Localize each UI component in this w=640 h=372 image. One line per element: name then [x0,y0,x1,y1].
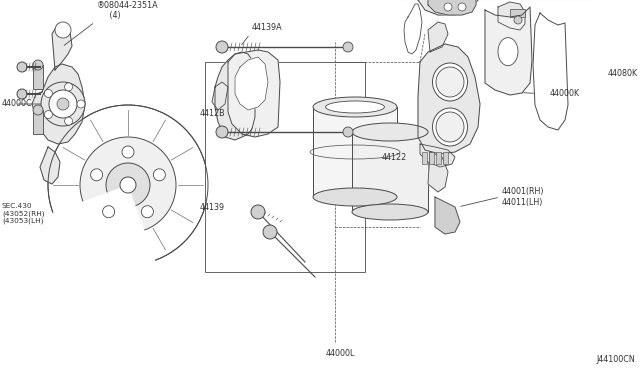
Ellipse shape [436,67,464,97]
Polygon shape [418,44,480,154]
Circle shape [514,16,522,24]
Bar [33,65,43,89]
Circle shape [80,137,176,233]
Circle shape [65,83,72,91]
Bar [443,152,448,164]
Circle shape [49,90,77,118]
Circle shape [33,105,43,115]
Text: J44100CN: J44100CN [596,355,635,364]
Ellipse shape [313,188,397,206]
Circle shape [77,100,85,108]
Text: 44001(RH)
44011(LH): 44001(RH) 44011(LH) [502,187,545,207]
Polygon shape [428,0,476,15]
Circle shape [17,62,27,72]
Ellipse shape [352,204,428,220]
Circle shape [154,169,165,181]
Circle shape [444,3,452,11]
Polygon shape [485,7,532,95]
Polygon shape [404,4,422,54]
Bar [33,110,43,134]
Bar [422,152,427,164]
Ellipse shape [433,108,467,146]
Circle shape [120,177,136,193]
Polygon shape [40,147,60,184]
Text: SEC.430
(43052(RH)
(43053(LH): SEC.430 (43052(RH) (43053(LH) [2,203,45,224]
Wedge shape [51,185,156,267]
Circle shape [102,206,115,218]
Circle shape [122,146,134,158]
Bar [313,107,397,197]
Circle shape [141,206,154,218]
Polygon shape [52,24,72,70]
Polygon shape [235,57,268,110]
Circle shape [343,42,353,52]
Text: 44080K: 44080K [608,70,638,78]
Bar [436,152,441,164]
Polygon shape [498,2,525,30]
Circle shape [48,105,208,265]
Text: 44000C: 44000C [2,99,33,109]
Circle shape [343,127,353,137]
Circle shape [17,89,27,99]
Bar [510,9,525,17]
Text: 44000K: 44000K [550,90,580,99]
Circle shape [263,225,277,239]
Text: 44000L: 44000L [325,349,355,358]
Polygon shape [428,152,448,192]
Text: 44139A: 44139A [252,23,283,32]
Circle shape [55,22,71,38]
Text: ®08044-2351A
     (4): ®08044-2351A (4) [97,1,159,20]
Text: 44122: 44122 [382,153,407,161]
Ellipse shape [498,38,518,65]
Bar [352,132,428,212]
Ellipse shape [433,63,467,101]
Polygon shape [418,0,478,15]
Polygon shape [212,82,228,110]
Bar [400,0,595,187]
Bar [195,34,490,350]
Circle shape [57,98,69,110]
Polygon shape [533,13,568,130]
Circle shape [458,3,466,11]
Polygon shape [420,144,455,167]
Circle shape [106,163,150,207]
Circle shape [91,169,102,181]
Ellipse shape [436,112,464,142]
Circle shape [41,82,85,126]
Ellipse shape [326,101,385,113]
Text: 44139: 44139 [200,202,225,212]
Ellipse shape [313,97,397,117]
Polygon shape [32,64,85,144]
Circle shape [251,205,265,219]
Polygon shape [215,52,255,140]
Polygon shape [228,50,280,137]
Circle shape [216,41,228,53]
Circle shape [44,89,52,97]
Circle shape [33,60,43,70]
Bar [205,62,365,272]
Circle shape [65,117,72,125]
Bar [429,152,434,164]
Text: 4412B: 4412B [200,109,226,119]
Polygon shape [435,197,460,234]
Ellipse shape [352,123,428,141]
Circle shape [44,110,52,119]
Circle shape [216,126,228,138]
Polygon shape [428,22,448,52]
